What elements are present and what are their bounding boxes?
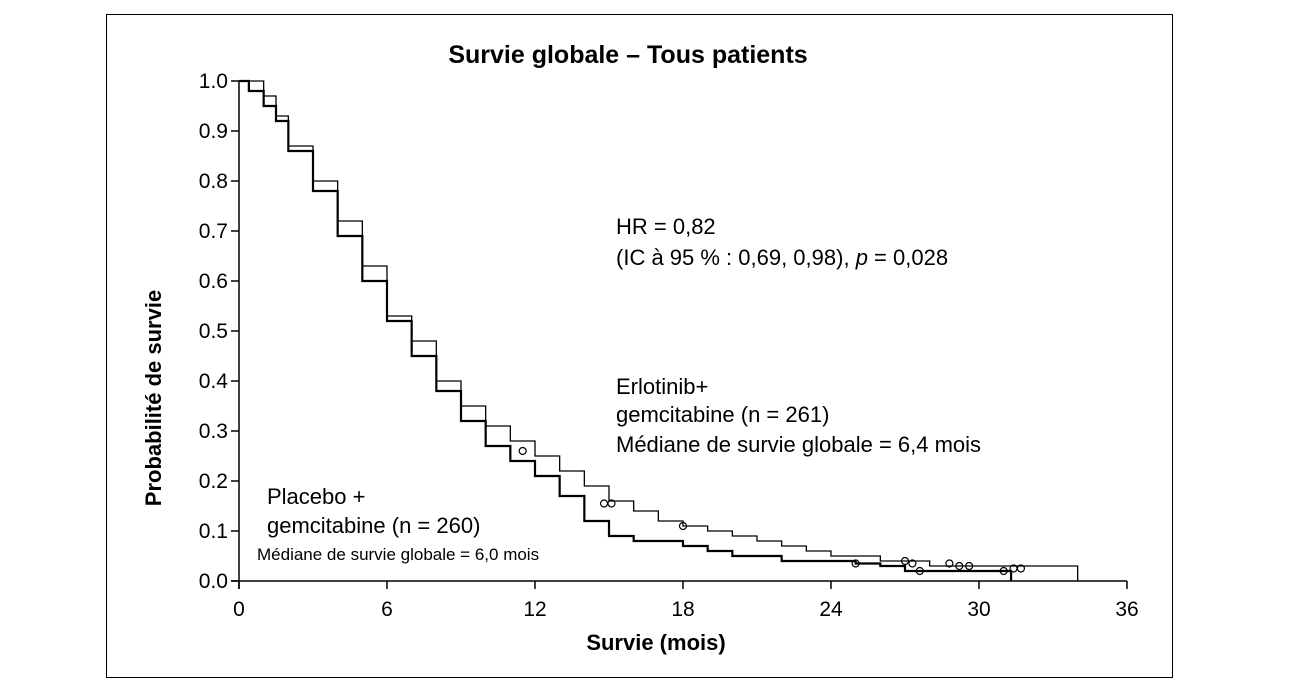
hr-annotation-line1: HR = 0,82 — [616, 214, 716, 239]
censor-mark — [518, 446, 527, 456]
censor-mark — [999, 566, 1008, 576]
series-1 — [239, 79, 1013, 581]
y-tick-label: 0.6 — [199, 270, 228, 293]
survival-curve — [239, 80, 1079, 581]
censor-mark — [1016, 564, 1026, 573]
censor-mark — [678, 521, 688, 531]
hr-annotation-line2: (IC à 95 % : 0,69, 0,98), p = 0,028 — [616, 245, 948, 270]
survival-curve — [239, 79, 1013, 581]
placebo-label-line1: Placebo + — [267, 484, 365, 509]
chart-frame: Survie globale – Tous patients Probabili… — [106, 14, 1173, 678]
x-axis-title: Survie (mois) — [586, 630, 725, 655]
x-ticks: 0 6 12 18 24 30 36 — [233, 581, 1139, 621]
x-tick-label: 24 — [819, 598, 843, 621]
y-tick-label: 0.7 — [199, 220, 228, 243]
placebo-label-line2: gemcitabine (n = 260) — [267, 513, 480, 538]
y-tick-label: 0.3 — [199, 420, 228, 443]
censor-mark — [900, 556, 910, 566]
x-tick-label: 12 — [523, 598, 546, 621]
censor-mark — [851, 559, 860, 568]
erlotinib-label-line1: Erlotinib+ — [616, 374, 708, 399]
x-tick-label: 6 — [381, 598, 393, 621]
censor-mark — [915, 566, 924, 576]
censor-mark — [908, 559, 917, 568]
censor-mark — [945, 559, 954, 568]
survival-chart: Survie globale – Tous patients Probabili… — [141, 41, 1139, 655]
y-tick-label: 0.1 — [199, 520, 228, 543]
series-layer — [239, 79, 1079, 581]
series-0 — [239, 80, 1079, 581]
erlotinib-median: Médiane de survie globale = 6,4 mois — [616, 432, 981, 457]
x-tick-label: 0 — [233, 598, 245, 621]
y-tick-label: 0.8 — [199, 170, 228, 193]
erlotinib-label-line2: gemcitabine (n = 261) — [616, 402, 829, 427]
censor-mark — [607, 499, 616, 508]
y-tick-label: 0.2 — [199, 470, 228, 493]
x-tick-label: 18 — [671, 598, 694, 621]
x-tick-label: 36 — [1115, 598, 1138, 621]
y-tick-label: 0.9 — [199, 120, 228, 143]
axes — [231, 81, 1127, 589]
y-axis-title: Probabilité de survie — [141, 290, 166, 506]
y-tick-label: 0.0 — [199, 570, 228, 593]
y-tick-label: 0.4 — [199, 370, 229, 393]
censor-mark — [965, 561, 974, 571]
censor-mark — [955, 561, 964, 571]
censor-mark — [599, 499, 609, 508]
x-tick-label: 30 — [967, 598, 990, 621]
placebo-median: Médiane de survie globale = 6,0 mois — [257, 545, 539, 564]
y-ticks: 0.0 0.1 0.2 0.3 0.4 0.5 0.6 0.7 0.8 0.9 1.0 — [199, 70, 239, 593]
y-tick-label: 1.0 — [199, 70, 228, 93]
y-tick-label: 0.5 — [199, 320, 228, 343]
chart-title: Survie globale – Tous patients — [448, 41, 807, 69]
